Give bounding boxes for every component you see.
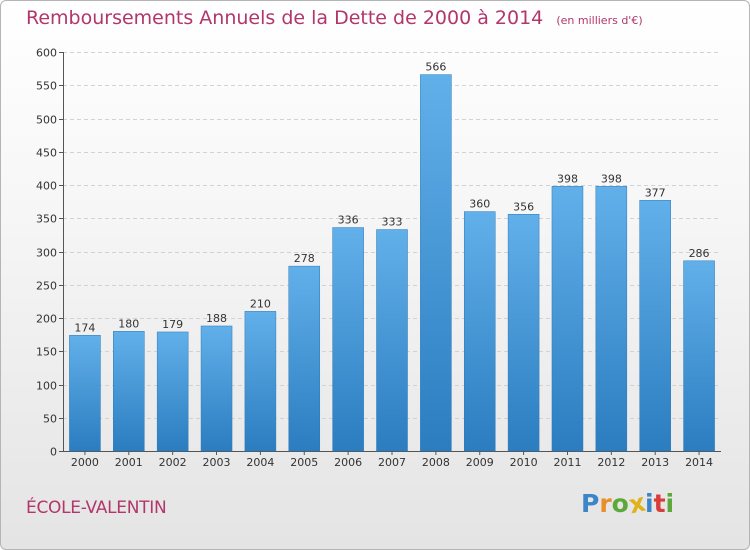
y-tick-label: 0 — [50, 446, 57, 459]
data-label: 278 — [294, 252, 315, 265]
data-label: 174 — [74, 321, 95, 334]
bar — [200, 325, 233, 452]
bar — [420, 74, 452, 452]
bar — [156, 331, 189, 452]
y-tick-label: 500 — [36, 114, 57, 127]
y-tick-label: 100 — [36, 380, 57, 393]
data-label: 336 — [338, 214, 359, 227]
x-tick-label: 2005 — [290, 456, 318, 469]
x-tick-label: 2007 — [378, 456, 406, 469]
x-tick-label: 2004 — [246, 456, 274, 469]
bar — [595, 186, 628, 452]
data-label: 210 — [250, 297, 271, 310]
y-tick-label: 300 — [36, 247, 57, 260]
data-label: 360 — [469, 198, 490, 211]
x-tick-label: 2010 — [510, 456, 538, 469]
bar — [69, 335, 101, 452]
x-tick-label: 2008 — [422, 456, 450, 469]
bar — [288, 265, 321, 452]
x-tick-label: 2011 — [553, 456, 581, 469]
data-label: 398 — [557, 172, 578, 185]
data-label: 180 — [118, 317, 139, 330]
x-tick-label: 2000 — [71, 456, 99, 469]
bar — [463, 211, 496, 452]
data-label: 377 — [645, 186, 666, 199]
data-label: 188 — [206, 312, 227, 325]
y-tick-label: 250 — [36, 280, 57, 293]
chart-title-block: Remboursements Annuels de la Dette de 20… — [26, 7, 643, 29]
x-tick-label: 2002 — [159, 456, 187, 469]
y-tick-label: 50 — [43, 413, 57, 426]
data-label: 398 — [601, 172, 622, 185]
y-tick-label: 350 — [36, 213, 57, 226]
logo-letter: i — [665, 489, 675, 518]
x-tick-label: 2001 — [115, 456, 143, 469]
bar — [332, 227, 364, 452]
bar — [113, 331, 145, 452]
data-label: 566 — [425, 61, 446, 74]
logo-letter: t — [653, 489, 666, 518]
logo-letter: o — [611, 489, 629, 518]
bar — [683, 260, 715, 452]
data-label: 356 — [513, 200, 534, 213]
data-label: 179 — [162, 318, 183, 331]
bar — [639, 200, 671, 452]
bar — [551, 186, 584, 452]
chart-unit: (en milliers d'€) — [556, 14, 643, 27]
data-label: 333 — [382, 216, 403, 229]
bar — [376, 229, 408, 452]
logo-letter: r — [599, 489, 612, 518]
bar — [507, 214, 540, 452]
x-tick-label: 2013 — [641, 456, 669, 469]
city-name: ÉCOLE-VALENTIN — [26, 498, 167, 518]
y-tick-label: 550 — [36, 80, 57, 93]
bar — [244, 311, 277, 452]
proxiti-logo: Proxiti — [581, 488, 675, 520]
x-tick-label: 2009 — [466, 456, 494, 469]
x-tick-label: 2012 — [597, 456, 625, 469]
y-tick-label: 200 — [36, 313, 57, 326]
logo-letter: P — [581, 489, 600, 518]
x-tick-label: 2003 — [203, 456, 231, 469]
chart-title: Remboursements Annuels de la Dette de 20… — [26, 7, 544, 29]
y-tick-label: 450 — [36, 147, 57, 160]
y-tick-label: 600 — [36, 47, 57, 60]
y-tick-label: 400 — [36, 180, 57, 193]
y-tick-label: 150 — [36, 346, 57, 359]
data-label: 286 — [689, 247, 710, 260]
logo-letter: i — [645, 489, 654, 518]
x-tick-label: 2006 — [334, 456, 362, 469]
x-tick-label: 2014 — [685, 456, 713, 469]
